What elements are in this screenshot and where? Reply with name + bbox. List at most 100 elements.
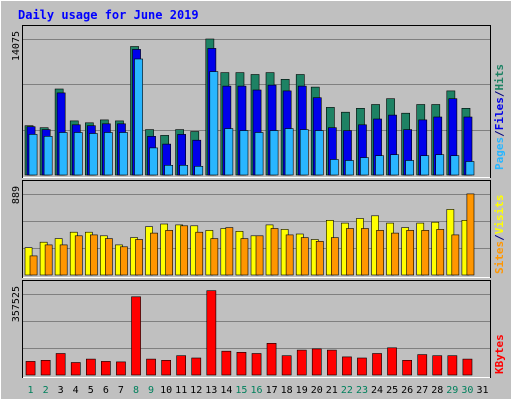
bar-kbytes-day-4 <box>70 362 81 376</box>
panel-visits: 889 <box>11 180 491 278</box>
bar-pages-day-7 <box>119 132 128 176</box>
bar-sites-day-16 <box>255 235 264 276</box>
x-tick-label: 30 <box>461 385 473 396</box>
y-max-label: 14075 <box>11 31 22 61</box>
x-tick-label: 24 <box>371 385 383 396</box>
bar-sites-day-25 <box>391 232 399 276</box>
x-tick-label: 10 <box>160 385 172 396</box>
bar-sites-day-19 <box>300 237 309 276</box>
bar-pages-day-26 <box>405 160 415 176</box>
bar-kbytes-day-7 <box>116 361 126 376</box>
bar-pages-day-3 <box>58 132 68 176</box>
bar-pages-day-9 <box>149 147 158 176</box>
bar-sites-day-15 <box>240 238 249 276</box>
x-tick-label: 17 <box>266 385 278 396</box>
bar-kbytes-day-6 <box>101 361 111 376</box>
legend-mid: Sites/Visits <box>493 195 506 275</box>
bar-kbytes-day-18 <box>281 355 292 376</box>
x-tick-label: 26 <box>401 385 413 396</box>
bar-pages-day-8 <box>134 58 143 176</box>
bar-pages-day-15 <box>239 130 249 176</box>
bar-kbytes-day-30 <box>462 358 473 376</box>
bar-sites-day-7 <box>120 246 128 276</box>
legend-top: Pages/Files/Hits <box>493 64 506 170</box>
bar-sites-day-4 <box>74 235 83 276</box>
bar-kbytes-day-8 <box>131 296 141 376</box>
bar-sites-day-6 <box>105 238 113 276</box>
bar-kbytes-day-20 <box>311 348 322 376</box>
x-tick-label: 13 <box>205 385 217 396</box>
bar-sites-day-22 <box>346 228 354 276</box>
bar-kbytes-day-23 <box>357 357 367 376</box>
bar-sites-day-17 <box>270 228 279 276</box>
x-tick-label: 23 <box>356 385 368 396</box>
bar-pages-day-28 <box>435 154 445 176</box>
x-tick-label: 25 <box>386 385 398 396</box>
bar-sites-day-14 <box>225 227 234 276</box>
bar-kbytes-day-17 <box>266 342 277 376</box>
panel-kbytes: 357525 <box>11 280 491 378</box>
bar-sites-day-27 <box>421 230 430 276</box>
bar-sites-day-9 <box>150 232 158 276</box>
panel-hits: 14075 <box>11 25 491 178</box>
x-tick-label: 15 <box>235 385 247 396</box>
bar-kbytes-day-16 <box>251 353 262 376</box>
bar-pages-day-4 <box>73 132 83 176</box>
legend-entry: / <box>493 90 506 97</box>
bar-kbytes-day-19 <box>296 349 307 376</box>
x-tick-label: 4 <box>73 385 79 396</box>
bar-pages-day-10 <box>164 165 174 176</box>
bar-pages-day-21 <box>329 159 339 176</box>
bar-pages-day-11 <box>179 165 189 176</box>
x-tick-label: 7 <box>118 385 124 396</box>
legend-entry: / <box>493 130 506 137</box>
bar-sites-day-18 <box>285 234 294 276</box>
bar-pages-day-5 <box>89 133 98 176</box>
bar-sites-day-11 <box>180 225 189 276</box>
bar-kbytes-day-2 <box>40 359 51 376</box>
bar-kbytes-day-10 <box>161 359 172 376</box>
x-tick-label: 22 <box>341 385 353 396</box>
bar-pages-day-2 <box>43 136 53 176</box>
bar-sites-day-2 <box>44 244 53 276</box>
bar-kbytes-day-12 <box>191 357 202 376</box>
bar-kbytes-day-14 <box>221 350 232 376</box>
x-tick-label: 19 <box>296 385 308 396</box>
legend-entry: Sites <box>493 241 506 274</box>
bar-sites-day-24 <box>376 230 384 276</box>
bar-sites-day-21 <box>330 237 339 276</box>
x-tick-label: 5 <box>88 385 94 396</box>
x-tick-label: 3 <box>58 385 64 396</box>
bar-pages-day-30 <box>465 161 475 176</box>
bar-kbytes-day-26 <box>402 359 413 376</box>
x-tick-label: 31 <box>476 385 488 396</box>
bar-sites-day-28 <box>436 229 445 276</box>
bar-kbytes-day-29 <box>447 355 458 376</box>
bar-pages-day-20 <box>314 130 324 176</box>
bar-pages-day-27 <box>420 155 430 176</box>
bar-kbytes-day-1 <box>25 361 36 376</box>
x-tick-label: 18 <box>281 385 293 396</box>
bar-pages-day-29 <box>450 155 460 176</box>
bar-pages-day-6 <box>104 132 113 176</box>
bar-pages-day-14 <box>224 128 234 176</box>
bar-sites-day-3 <box>59 244 68 276</box>
bar-kbytes-day-22 <box>342 356 352 376</box>
bar-pages-day-24 <box>375 155 384 176</box>
bar-pages-day-18 <box>284 128 294 176</box>
bar-sites-day-8 <box>135 239 143 276</box>
bar-sites-day-29 <box>451 234 460 276</box>
y-max-label: 357525 <box>11 286 22 322</box>
bar-sites-day-20 <box>315 241 324 276</box>
bar-sites-day-13 <box>210 238 219 276</box>
chart-title: Daily usage for June 2019 <box>18 8 199 22</box>
x-tick-label: 16 <box>250 385 262 396</box>
bar-kbytes-day-25 <box>387 347 397 376</box>
bar-kbytes-day-11 <box>176 355 187 376</box>
bar-pages-day-17 <box>269 130 279 176</box>
bar-pages-day-22 <box>345 160 354 176</box>
x-tick-label: 1 <box>27 385 33 396</box>
x-tick-label: 11 <box>175 385 187 396</box>
bar-sites-day-23 <box>361 228 369 276</box>
